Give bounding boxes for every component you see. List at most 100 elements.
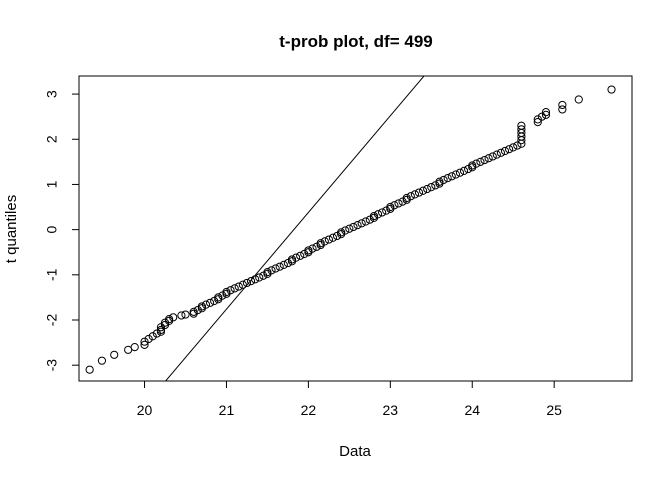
y-axis: -3 -2 -1 0 1 2 3	[44, 90, 80, 372]
data-point	[394, 199, 403, 208]
data-point	[439, 175, 448, 185]
data-point	[110, 350, 119, 359]
data-point	[402, 193, 411, 203]
x-axis-label: Data	[339, 443, 371, 460]
data-point	[279, 260, 288, 269]
data-point	[533, 115, 542, 124]
data-point	[410, 190, 419, 199]
y-tick-label: -1	[44, 268, 60, 281]
data-point	[177, 311, 186, 320]
data-point	[255, 273, 264, 282]
data-point	[500, 146, 510, 156]
y-axis-label: t quantiles	[3, 195, 20, 263]
data-point	[148, 332, 157, 341]
data-point	[263, 268, 272, 277]
chart-title: t-prob plot, df= 499	[279, 32, 432, 51]
data-point	[181, 310, 190, 319]
data-point	[345, 224, 354, 233]
y-tick-label: 2	[44, 135, 60, 143]
reference-line	[164, 76, 425, 381]
y-tick-label: 3	[44, 90, 60, 98]
data-point	[373, 210, 383, 219]
data-point	[337, 228, 346, 237]
x-axis: 20 21 22 23 24 25	[137, 380, 562, 418]
data-point	[226, 286, 235, 295]
y-tick-label: -2	[44, 314, 60, 327]
data-point	[492, 150, 501, 159]
data-point	[156, 325, 166, 335]
data-point	[390, 201, 399, 210]
data-point	[205, 298, 215, 307]
data-point	[341, 226, 350, 235]
data-point	[541, 110, 551, 119]
data-point	[443, 174, 452, 183]
data-point	[509, 143, 518, 152]
data-point	[517, 125, 526, 134]
data-point	[537, 112, 546, 121]
x-tick-label: 24	[464, 402, 480, 418]
data-point	[406, 192, 415, 201]
data-point	[459, 166, 469, 175]
data-point	[427, 183, 436, 192]
data-point	[242, 278, 252, 288]
data-point	[349, 222, 358, 232]
data-point	[287, 255, 297, 264]
data-point	[607, 85, 616, 94]
data-point	[324, 235, 333, 244]
data-point	[361, 217, 370, 226]
data-point	[468, 161, 477, 170]
data-point	[234, 282, 243, 291]
data-point	[238, 280, 247, 289]
data-point	[558, 100, 567, 110]
data-point	[423, 184, 432, 194]
data-point	[533, 117, 542, 127]
data-point	[144, 334, 153, 344]
data-point	[418, 186, 428, 195]
data-point	[435, 177, 444, 186]
data-point	[496, 148, 506, 157]
data-points	[85, 85, 616, 374]
data-point	[275, 262, 284, 271]
data-point	[488, 152, 497, 161]
data-point	[267, 266, 276, 275]
data-point	[197, 302, 206, 311]
data-point	[480, 155, 489, 165]
data-point	[558, 105, 567, 114]
x-tick-label: 21	[219, 402, 235, 418]
data-point	[165, 314, 174, 324]
data-point	[541, 108, 551, 117]
data-point	[246, 277, 256, 286]
data-point	[251, 275, 260, 284]
data-point	[513, 141, 522, 150]
data-point	[455, 168, 465, 177]
data-point	[476, 157, 485, 166]
data-point	[505, 145, 514, 154]
data-point	[214, 293, 223, 302]
data-point	[271, 264, 280, 273]
data-point	[386, 202, 395, 212]
data-point	[140, 337, 149, 346]
y-tick-label: 1	[44, 180, 60, 188]
y-tick-label: 0	[44, 226, 60, 234]
data-point	[292, 253, 301, 262]
data-point	[308, 244, 317, 253]
data-point	[230, 284, 239, 293]
y-tick-label: -3	[44, 359, 60, 372]
data-point	[357, 219, 366, 228]
data-point	[451, 170, 460, 179]
data-point	[304, 246, 313, 255]
data-point	[97, 356, 107, 365]
data-point	[316, 239, 325, 248]
x-tick-label: 23	[383, 402, 399, 418]
data-point	[130, 343, 139, 352]
data-point	[320, 237, 329, 246]
data-point	[169, 313, 178, 322]
data-point	[517, 121, 526, 130]
data-point	[353, 221, 362, 230]
data-point	[369, 211, 379, 221]
x-tick-label: 20	[137, 402, 153, 418]
x-tick-label: 25	[546, 402, 562, 418]
data-point	[328, 233, 338, 242]
data-point	[189, 307, 198, 316]
